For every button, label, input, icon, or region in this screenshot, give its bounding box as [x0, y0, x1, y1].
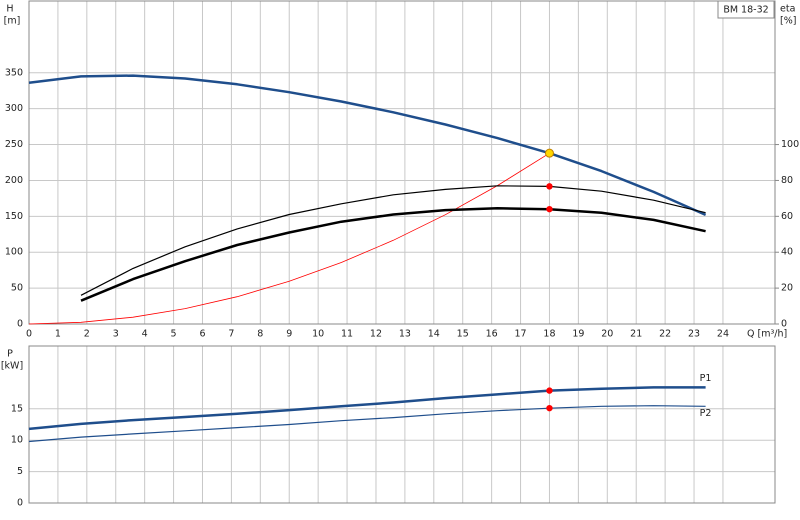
y2-axis-unit: [%] [780, 16, 796, 27]
duty-point [546, 404, 553, 412]
y-tick-label: 200 [5, 175, 23, 186]
y2-tick-label: 20 [781, 283, 793, 294]
curve [80, 207, 706, 302]
y2-tick-label: 0 [781, 319, 787, 330]
y2-tick-label: 100 [781, 139, 799, 150]
x-tick-label: 23 [688, 329, 700, 340]
y-axis-label: P [7, 349, 13, 360]
y-axis-label: H [6, 4, 13, 15]
y-tick-label: 5 [17, 466, 23, 477]
plot-frame [28, 0, 776, 325]
duty-point [546, 205, 553, 213]
x-tick-label: 10 [312, 329, 324, 340]
y-tick-label: 100 [5, 247, 23, 258]
curve [28, 152, 550, 325]
x-tick-label: 14 [428, 329, 440, 340]
curve [80, 185, 706, 296]
y-axis-unit: [kW] [1, 361, 23, 372]
x-tick-label: 1 [55, 329, 61, 340]
y-tick-label: 300 [5, 103, 23, 114]
x-tick-label: 0 [26, 329, 32, 340]
y-tick-label: 250 [5, 139, 23, 150]
x-tick-label: 4 [142, 329, 148, 340]
x-tick-label: 9 [286, 329, 292, 340]
curve [28, 386, 706, 431]
x-tick-label: 2 [84, 329, 90, 340]
curve [28, 74, 707, 217]
y-tick-label: 50 [11, 283, 23, 294]
x-tick-label: 8 [257, 329, 263, 340]
chart-title: BM 18-32 [723, 5, 768, 16]
x-tick-label: 7 [228, 329, 234, 340]
x-tick-label: 21 [630, 329, 642, 340]
x-tick-label: 22 [659, 329, 671, 340]
y2-tick-label: 80 [781, 175, 793, 186]
y-tick-label: 15 [11, 403, 23, 414]
series-label: P2 [700, 408, 712, 419]
y-axis-unit: [m] [4, 16, 21, 27]
series-label: P1 [700, 373, 712, 384]
plot-frame [28, 345, 776, 504]
curve [28, 405, 706, 443]
x-tick-label: 15 [457, 329, 469, 340]
y-tick-label: 0 [17, 498, 23, 509]
x-tick-label: 5 [171, 329, 177, 340]
x-tick-label: 16 [486, 329, 498, 340]
y-tick-label: 10 [11, 435, 23, 446]
x-tick-label: 12 [370, 329, 382, 340]
x-tick-label: 17 [515, 329, 527, 340]
duty-point [546, 387, 553, 394]
y-tick-label: 150 [5, 211, 23, 222]
duty-point [546, 183, 553, 190]
x-tick-label: 3 [113, 329, 119, 340]
x-tick-label: 13 [399, 329, 411, 340]
x-axis-label: Q [m³/h] [747, 329, 787, 340]
y2-tick-label: 60 [781, 211, 793, 222]
x-tick-label: 20 [601, 329, 613, 340]
x-tick-label: 19 [572, 329, 584, 340]
x-tick-label: 24 [717, 329, 729, 340]
y2-tick-label: 40 [781, 247, 793, 258]
y2-axis-label: eta [780, 4, 795, 15]
y-tick-label: 350 [5, 67, 23, 78]
y-tick-label: 0 [17, 319, 23, 330]
x-tick-label: 6 [199, 329, 205, 340]
x-tick-label: 18 [543, 329, 555, 340]
duty-point [544, 148, 554, 158]
title-box [717, 0, 775, 19]
x-tick-label: 11 [341, 329, 353, 340]
